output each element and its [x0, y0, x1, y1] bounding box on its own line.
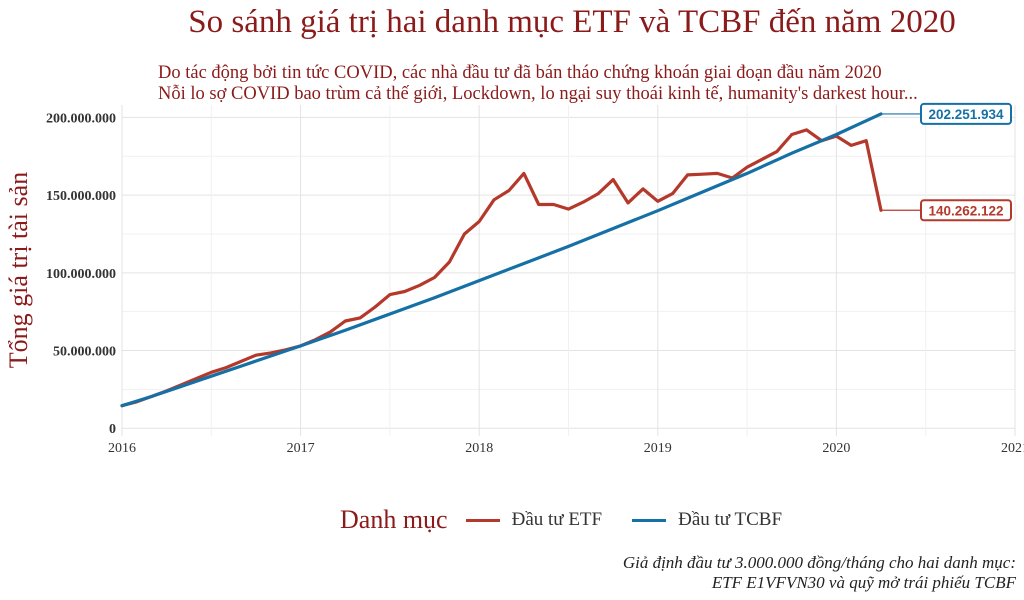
x-tick-label: 2019	[644, 441, 672, 456]
end-label-box-tcbf	[920, 102, 1012, 125]
chart-subtitle-line-2: Nỗi lo sợ COVID bao trùm cả thế giới, Lo…	[158, 84, 918, 104]
y-axis-label: Tổng giá trị tài sản	[4, 172, 33, 368]
y-tick-label: 0	[109, 422, 116, 437]
legend-swatch-tcbf	[632, 518, 667, 522]
x-tick-label: 2017	[287, 441, 315, 456]
grid-lines	[121, 105, 1016, 436]
legend-title: Danh mục	[340, 505, 448, 534]
y-axis-ticks: 0 50.000.000 100.000.000 150.000.000 200.000…	[46, 111, 116, 437]
x-tick-label: 2016	[108, 441, 136, 456]
x-axis-ticks: 2016 2017 2018 2019 2020 2021	[108, 441, 1024, 456]
series-line-tcbf	[120, 112, 883, 408]
legend-label-etf: Đầu tư ETF	[511, 509, 603, 530]
end-label-etf: 140.262.122	[928, 203, 1003, 218]
y-tick-label: 50.000.000	[53, 345, 116, 360]
y-tick-label: 100.000.000	[46, 267, 116, 282]
x-tick-label: 2020	[822, 441, 850, 456]
x-tick-label: 2021	[1001, 441, 1024, 456]
end-label-tcbf: 202.251.934	[928, 107, 1004, 122]
y-tick-label: 200.000.000	[46, 111, 116, 126]
end-labels: 140.262.122 202.251.934	[881, 102, 1012, 222]
chart-subtitle-line-1: Do tác động bởi tin tức COVID, các nhà đ…	[158, 63, 882, 83]
legend: Danh mục Đầu tư ETF Đầu tư TCBF	[340, 505, 812, 535]
legend-item-etf: Đầu tư ETF	[465, 509, 603, 531]
legend-label-tcbf: Đầu tư TCBF	[678, 509, 783, 530]
chart-title: So sánh giá trị hai danh mục ETF và TCBF…	[188, 4, 956, 40]
caption-line-1: Giả định đầu tư 3.000.000 đồng/tháng cho…	[622, 553, 1016, 572]
series-line-etf	[120, 128, 883, 408]
caption-line-2: ETF E1VFVN30 và quỹ mở trái phiếu TCBF	[711, 573, 1016, 592]
legend-item-tcbf: Đầu tư TCBF	[632, 509, 782, 531]
y-tick-label: 150.000.000	[46, 189, 116, 204]
series-layer	[120, 112, 883, 408]
x-tick-label: 2018	[465, 441, 493, 456]
legend-swatch-etf	[465, 518, 500, 522]
end-label-box-etf	[920, 199, 1012, 222]
